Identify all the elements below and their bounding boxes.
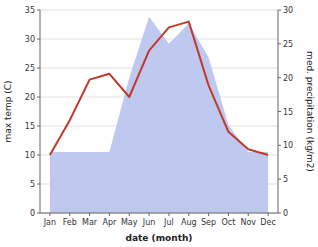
- y2-tick-label: 30: [283, 6, 293, 15]
- y-tick-label: 0: [30, 209, 35, 218]
- x-tick-label: Oct: [221, 218, 235, 227]
- y2-tick-label: 15: [283, 108, 293, 117]
- x-tick: [168, 213, 169, 216]
- y2-tick-label: 5: [283, 175, 288, 184]
- x-tick: [49, 213, 50, 216]
- x-tick: [228, 213, 229, 216]
- y2-tick: [278, 111, 281, 112]
- y-tick: [37, 184, 40, 185]
- area: [50, 17, 268, 213]
- x-tick-label: Mar: [82, 218, 98, 227]
- y-tick: [37, 126, 40, 127]
- x-tick: [69, 213, 70, 216]
- axes: Jan Feb Mar Apr May Jun Jul Aug Sep Oct Nov Dec 0 5 10…: [25, 6, 293, 227]
- y2-tick-label: 0: [283, 209, 288, 218]
- y2-tick: [278, 43, 281, 44]
- x-tick-label: Jun: [142, 218, 156, 227]
- y-tick: [37, 10, 40, 11]
- y2-tick-label: 10: [283, 141, 293, 150]
- y-tick-label: 30: [25, 35, 35, 44]
- y-tick-label: 35: [25, 6, 35, 15]
- x-tick-label: Apr: [102, 218, 117, 227]
- grid-line: [40, 213, 278, 214]
- y2-tick: [278, 10, 281, 11]
- x-tick-label: Jul: [163, 218, 174, 227]
- y2-tick-label: 20: [283, 74, 293, 83]
- y2-tick: [278, 145, 281, 146]
- y2-tick: [278, 77, 281, 78]
- y-tick: [37, 97, 40, 98]
- x-tick: [149, 213, 150, 216]
- grid: [40, 10, 278, 213]
- chart: Jan Feb Mar Apr May Jun Jul Aug Sep Oct Nov Dec 0 5 10…: [0, 0, 318, 247]
- y-axis-line: [40, 10, 41, 213]
- x-tick: [208, 213, 209, 216]
- line: [50, 22, 268, 155]
- x-tick: [129, 213, 130, 216]
- x-tick-label: Feb: [63, 218, 77, 227]
- series-group: [50, 17, 268, 213]
- x-axis-label: date (month): [126, 233, 193, 243]
- x-axis-line: [40, 213, 278, 214]
- page: {"chart_data": {"type": "line", "categor…: [0, 0, 318, 247]
- y2-tick: [278, 179, 281, 180]
- x-tick-label: Nov: [240, 218, 256, 227]
- y-tick-label: 25: [25, 64, 35, 73]
- x-tick-label: Jan: [43, 218, 56, 227]
- y-tick-label: 5: [30, 180, 35, 189]
- x-tick: [248, 213, 249, 216]
- x-tick: [188, 213, 189, 216]
- x-tick-label: Sep: [201, 218, 216, 227]
- y2-axis-label: med. precipitation (kg/m2): [305, 51, 315, 172]
- y2-tick: [278, 213, 281, 214]
- x-tick-label: Aug: [181, 218, 197, 227]
- x-tick: [89, 213, 90, 216]
- y-tick: [37, 213, 40, 214]
- y-tick: [37, 155, 40, 156]
- x-tick-label: May: [121, 218, 138, 227]
- chart-container: Jan Feb Mar Apr May Jun Jul Aug Sep Oct Nov Dec 0 5 10…: [0, 0, 318, 247]
- y-tick: [37, 68, 40, 69]
- y2-tick-label: 25: [283, 40, 293, 49]
- y-axis-label: max temp (C): [3, 80, 13, 142]
- x-tick-label: Dec: [260, 218, 275, 227]
- grid-line: [40, 10, 278, 11]
- x-tick: [268, 213, 269, 216]
- y-tick-label: 10: [25, 151, 35, 160]
- y-tick-label: 15: [25, 122, 35, 131]
- y-tick-label: 20: [25, 93, 35, 102]
- x-tick: [109, 213, 110, 216]
- y-tick: [37, 39, 40, 40]
